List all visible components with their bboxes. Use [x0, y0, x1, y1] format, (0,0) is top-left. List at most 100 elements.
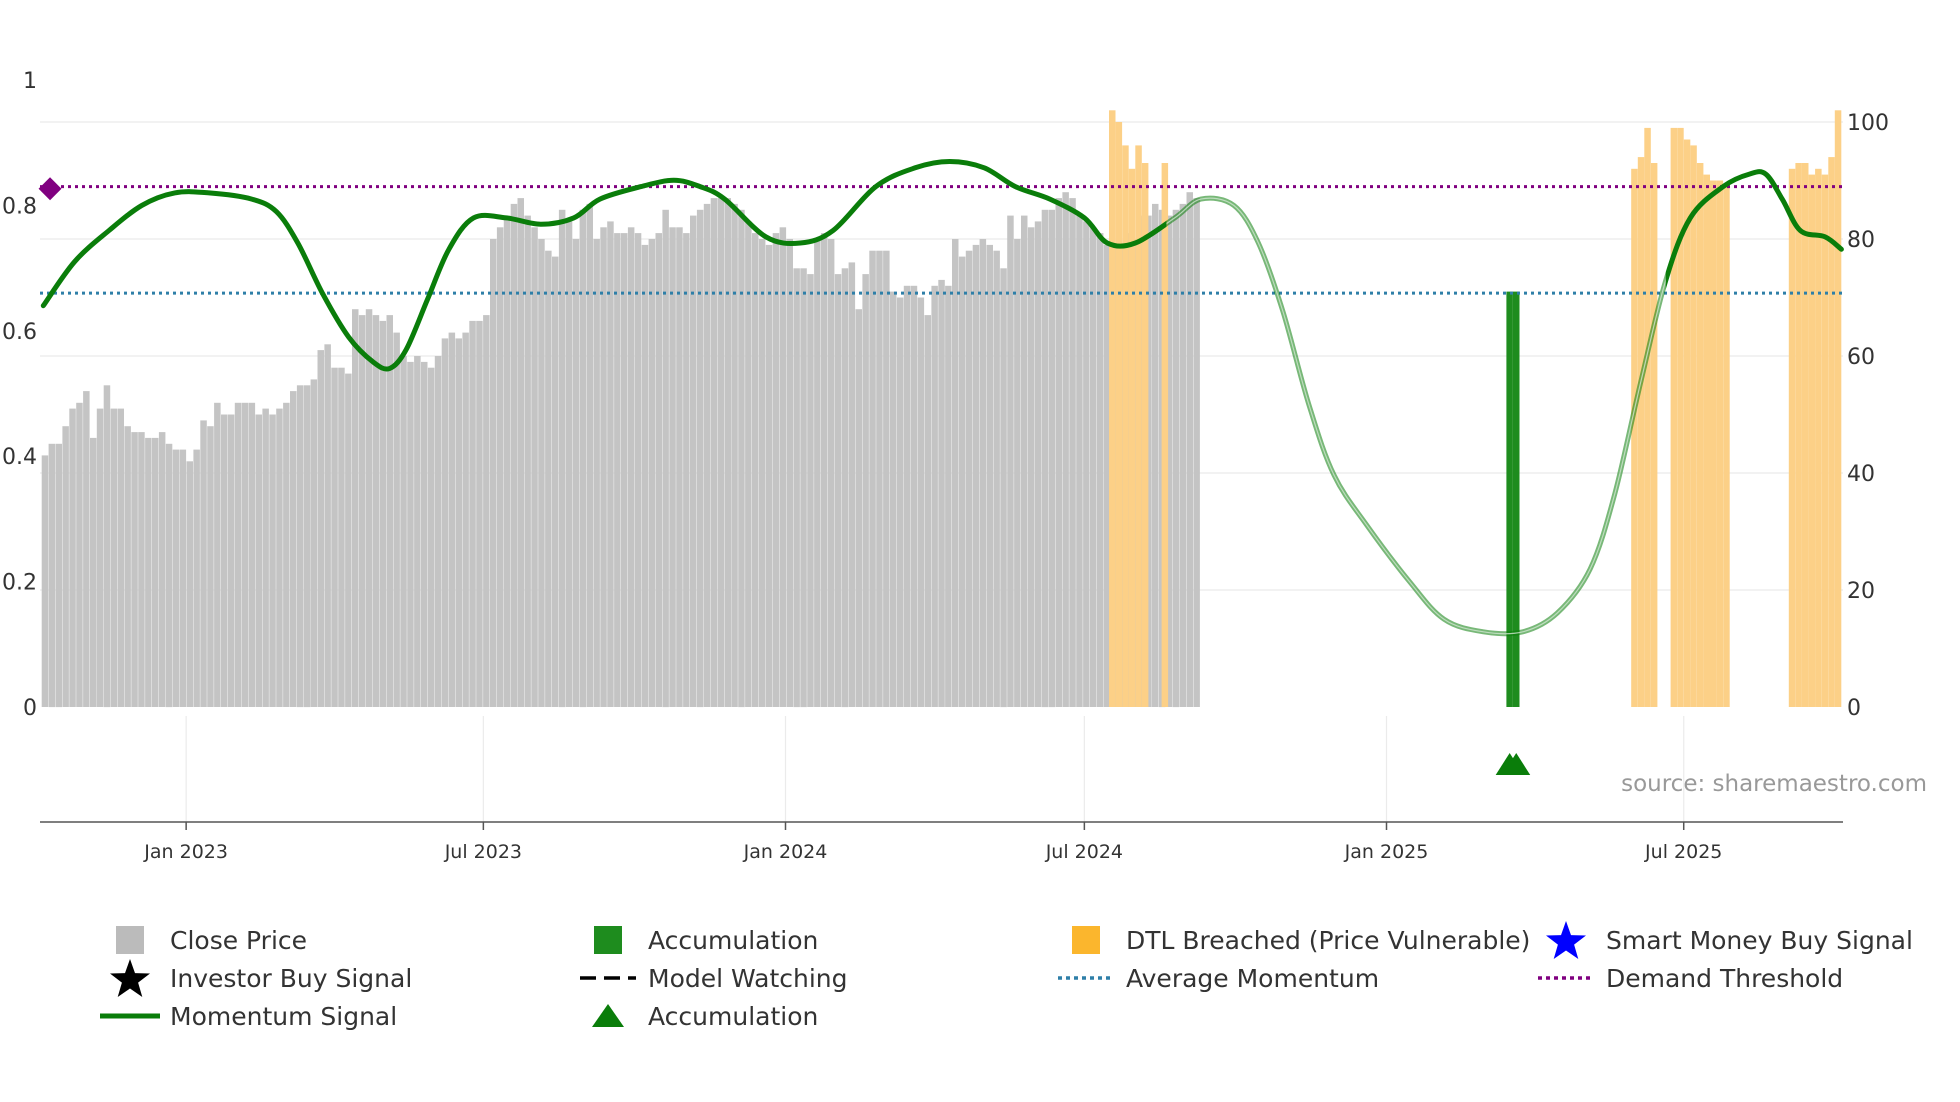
close-price-bar [165, 443, 173, 708]
signal-markers: source: sharemaestro.com [1495, 753, 1927, 797]
close-price-bar [262, 408, 269, 707]
highlight-bars [1109, 110, 1842, 708]
dtl-breached-bar [1815, 168, 1822, 708]
close-price-bar [400, 356, 407, 707]
close-price-bar [455, 338, 462, 707]
close-price-bar [1152, 203, 1159, 707]
legend-swatch-square [594, 926, 622, 954]
close-price-bar [745, 221, 752, 707]
close-price-bar [352, 309, 359, 707]
left-tick-label: 0 [23, 696, 37, 721]
close-price-bar [1172, 209, 1180, 708]
close-price-bar [1055, 198, 1062, 707]
close-price-bar [883, 250, 890, 707]
close-price-bar [531, 227, 538, 708]
dtl-breached-bar [1808, 174, 1816, 708]
close-price-bar [1041, 209, 1049, 708]
legend-label: Accumulation [648, 1002, 818, 1031]
close-price-bar [255, 414, 262, 707]
dtl-breached-bar [1788, 168, 1796, 708]
close-price-bar [752, 233, 759, 707]
close-price-bar [48, 443, 56, 708]
close-price-bar [931, 285, 938, 707]
legend-item: Momentum Signal [100, 1002, 397, 1031]
close-price-bar [1000, 268, 1007, 708]
close-price-bar [662, 209, 669, 708]
close-price-bar [876, 250, 883, 707]
x-tick-label: Jul 2024 [1045, 841, 1123, 863]
close-price-bar [193, 449, 200, 707]
legend-item: Demand Threshold [1538, 964, 1843, 993]
close-price-bar [986, 244, 993, 707]
close-price-bar [207, 426, 214, 707]
legend-label: Model Watching [648, 964, 848, 993]
close-price-bar [221, 414, 228, 707]
close-price-bar [41, 455, 49, 707]
close-price-bar [593, 239, 600, 707]
dtl-breached-bar [1828, 157, 1835, 708]
close-price-bar [386, 315, 393, 707]
legend-swatch-square [116, 926, 144, 954]
close-price-bar [648, 239, 656, 707]
left-tick-label: 0.8 [2, 194, 37, 219]
close-price-bar [269, 414, 276, 707]
dtl-breached-bar [1677, 127, 1684, 707]
close-price-bar [448, 332, 456, 707]
dtl-breached-bar [1710, 180, 1717, 707]
close-price-bar [483, 315, 490, 707]
close-price-bar [365, 309, 373, 707]
close-price-bar [676, 227, 683, 708]
accumulation-triangle [1502, 753, 1531, 775]
dtl-breached-bar [1122, 145, 1129, 707]
close-price-bar [600, 227, 607, 708]
close-price-bar [1096, 233, 1104, 707]
close-price-bar [607, 221, 614, 707]
close-price-bar [538, 239, 545, 707]
legend-label: Investor Buy Signal [170, 964, 412, 993]
legend-label: Smart Money Buy Signal [1606, 926, 1913, 955]
close-price-bar [503, 215, 511, 707]
close-price-bar [910, 285, 918, 707]
close-price-bar [1007, 215, 1014, 707]
close-price-bar [338, 367, 345, 707]
close-price-bar [717, 198, 725, 707]
legend-swatch-star [110, 959, 150, 997]
close-price-bar [152, 437, 159, 707]
close-price-bar [786, 239, 793, 707]
dtl-breached-bar [1795, 163, 1802, 707]
close-price-bar [614, 233, 621, 707]
close-price-bar [938, 279, 945, 707]
legend-swatch-star [1546, 921, 1586, 959]
close-price-bar [965, 250, 973, 707]
dtl-breached-bar [1670, 127, 1678, 707]
close-price-bar [821, 233, 828, 707]
close-price-bar [669, 227, 676, 708]
x-tick-label: Jul 2025 [1644, 841, 1722, 863]
close-price-bar [869, 250, 876, 707]
close-price-bar [924, 315, 931, 707]
dtl-breached-bar [1631, 168, 1638, 708]
close-price-bar [1021, 215, 1028, 707]
accumulation-bar [1506, 291, 1513, 707]
legend-label: DTL Breached (Price Vulnerable) [1126, 926, 1530, 955]
close-price-bar [552, 256, 559, 707]
close-price-bar [1103, 244, 1111, 707]
close-price-bar [490, 239, 497, 707]
demand-threshold-marker: ◆ [38, 170, 61, 205]
left-tick-label: 0.6 [2, 320, 37, 345]
close-price-bar [627, 227, 635, 708]
close-price-bar [1083, 221, 1090, 707]
close-price-bar [179, 449, 187, 707]
legend-item: Accumulation [594, 926, 818, 955]
x-tick-label: Jan 2023 [143, 841, 228, 863]
close-price-bar [234, 402, 242, 707]
close-price-bar [434, 356, 442, 707]
legend: Close Price Accumulation DTL Breached (Pri… [100, 921, 1913, 1031]
dtl-breached-bar [1703, 174, 1710, 708]
x-tick-label: Jan 2024 [743, 841, 828, 863]
close-price-bar [958, 256, 966, 707]
close-price-bar [172, 449, 180, 707]
close-price-bar [558, 209, 566, 708]
left-tick-label: 1 [23, 69, 37, 94]
close-price-bar [214, 402, 221, 707]
